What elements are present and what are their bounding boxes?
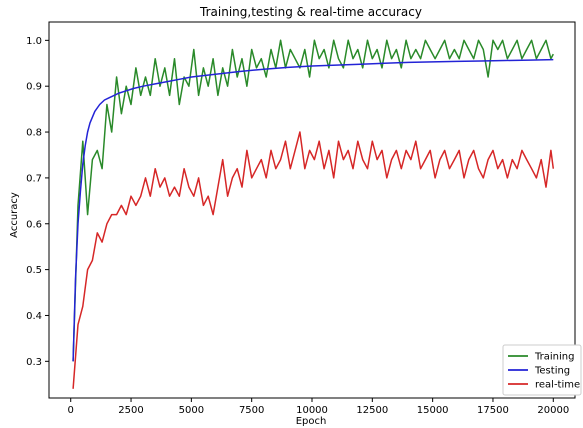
x-axis-label: Epoch — [296, 416, 327, 427]
x-tick-label: 5000 — [179, 405, 204, 416]
y-tick-label: 0.3 — [26, 357, 42, 368]
series-line-training — [72, 39, 554, 362]
x-tick-label: 17500 — [477, 405, 509, 416]
x-tick-label: 7500 — [239, 405, 264, 416]
y-axis-label: Accuracy — [9, 192, 20, 238]
y-tick-label: 0.6 — [26, 219, 42, 230]
x-tick-label: 20000 — [537, 405, 569, 416]
x-tick-label: 15000 — [417, 405, 449, 416]
series-layer — [72, 39, 555, 389]
x-tick-label: 2500 — [118, 405, 143, 416]
x-tick-label: 12500 — [356, 405, 388, 416]
series-line-real-time — [72, 131, 555, 389]
x-tick-label: 10000 — [296, 405, 328, 416]
axes-layer: 0 2500 5000 7500 10000 12500 15000 17500 20000 0.… — [26, 21, 576, 416]
y-tick-label: 0.7 — [26, 173, 42, 184]
y-tick-label: 1.0 — [26, 36, 42, 47]
y-tick-label: 0.5 — [26, 265, 42, 276]
y-tick-label: 0.8 — [26, 128, 42, 139]
series-line-testing — [72, 58, 554, 362]
legend-label-real-time: real-time — [535, 380, 580, 391]
legend: Training Testing real-time — [502, 344, 582, 396]
legend-label-testing: Testing — [534, 366, 570, 377]
legend-label-training: Training — [534, 352, 574, 363]
legend-box — [502, 344, 582, 396]
chart-title: Training,testing & real-time accuracy — [199, 5, 422, 19]
x-tick-label: 0 — [68, 405, 74, 416]
y-tick-label: 0.4 — [26, 311, 42, 322]
y-tick-label: 0.9 — [26, 82, 42, 93]
